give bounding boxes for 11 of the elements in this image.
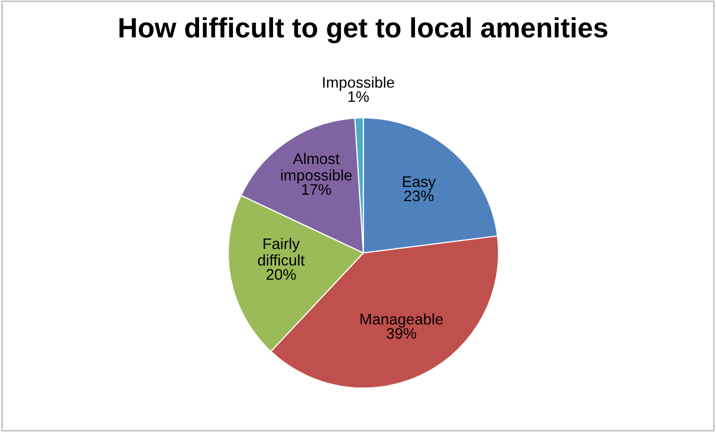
slice-label: Fairly difficult xyxy=(258,238,305,266)
slice-label: Manageable xyxy=(360,313,443,328)
data-label: 17% xyxy=(302,184,332,195)
data-label: 1% xyxy=(348,91,369,102)
chart-title: How difficult to get to local amenities xyxy=(120,17,608,44)
data-label: 23% xyxy=(404,190,434,202)
data-label: 39% xyxy=(386,328,416,339)
slice-label: Almost impossible xyxy=(281,152,352,184)
data-label: 20% xyxy=(266,269,296,280)
slice-label: Easy xyxy=(403,176,436,190)
slice-label: Impossible xyxy=(323,76,394,91)
